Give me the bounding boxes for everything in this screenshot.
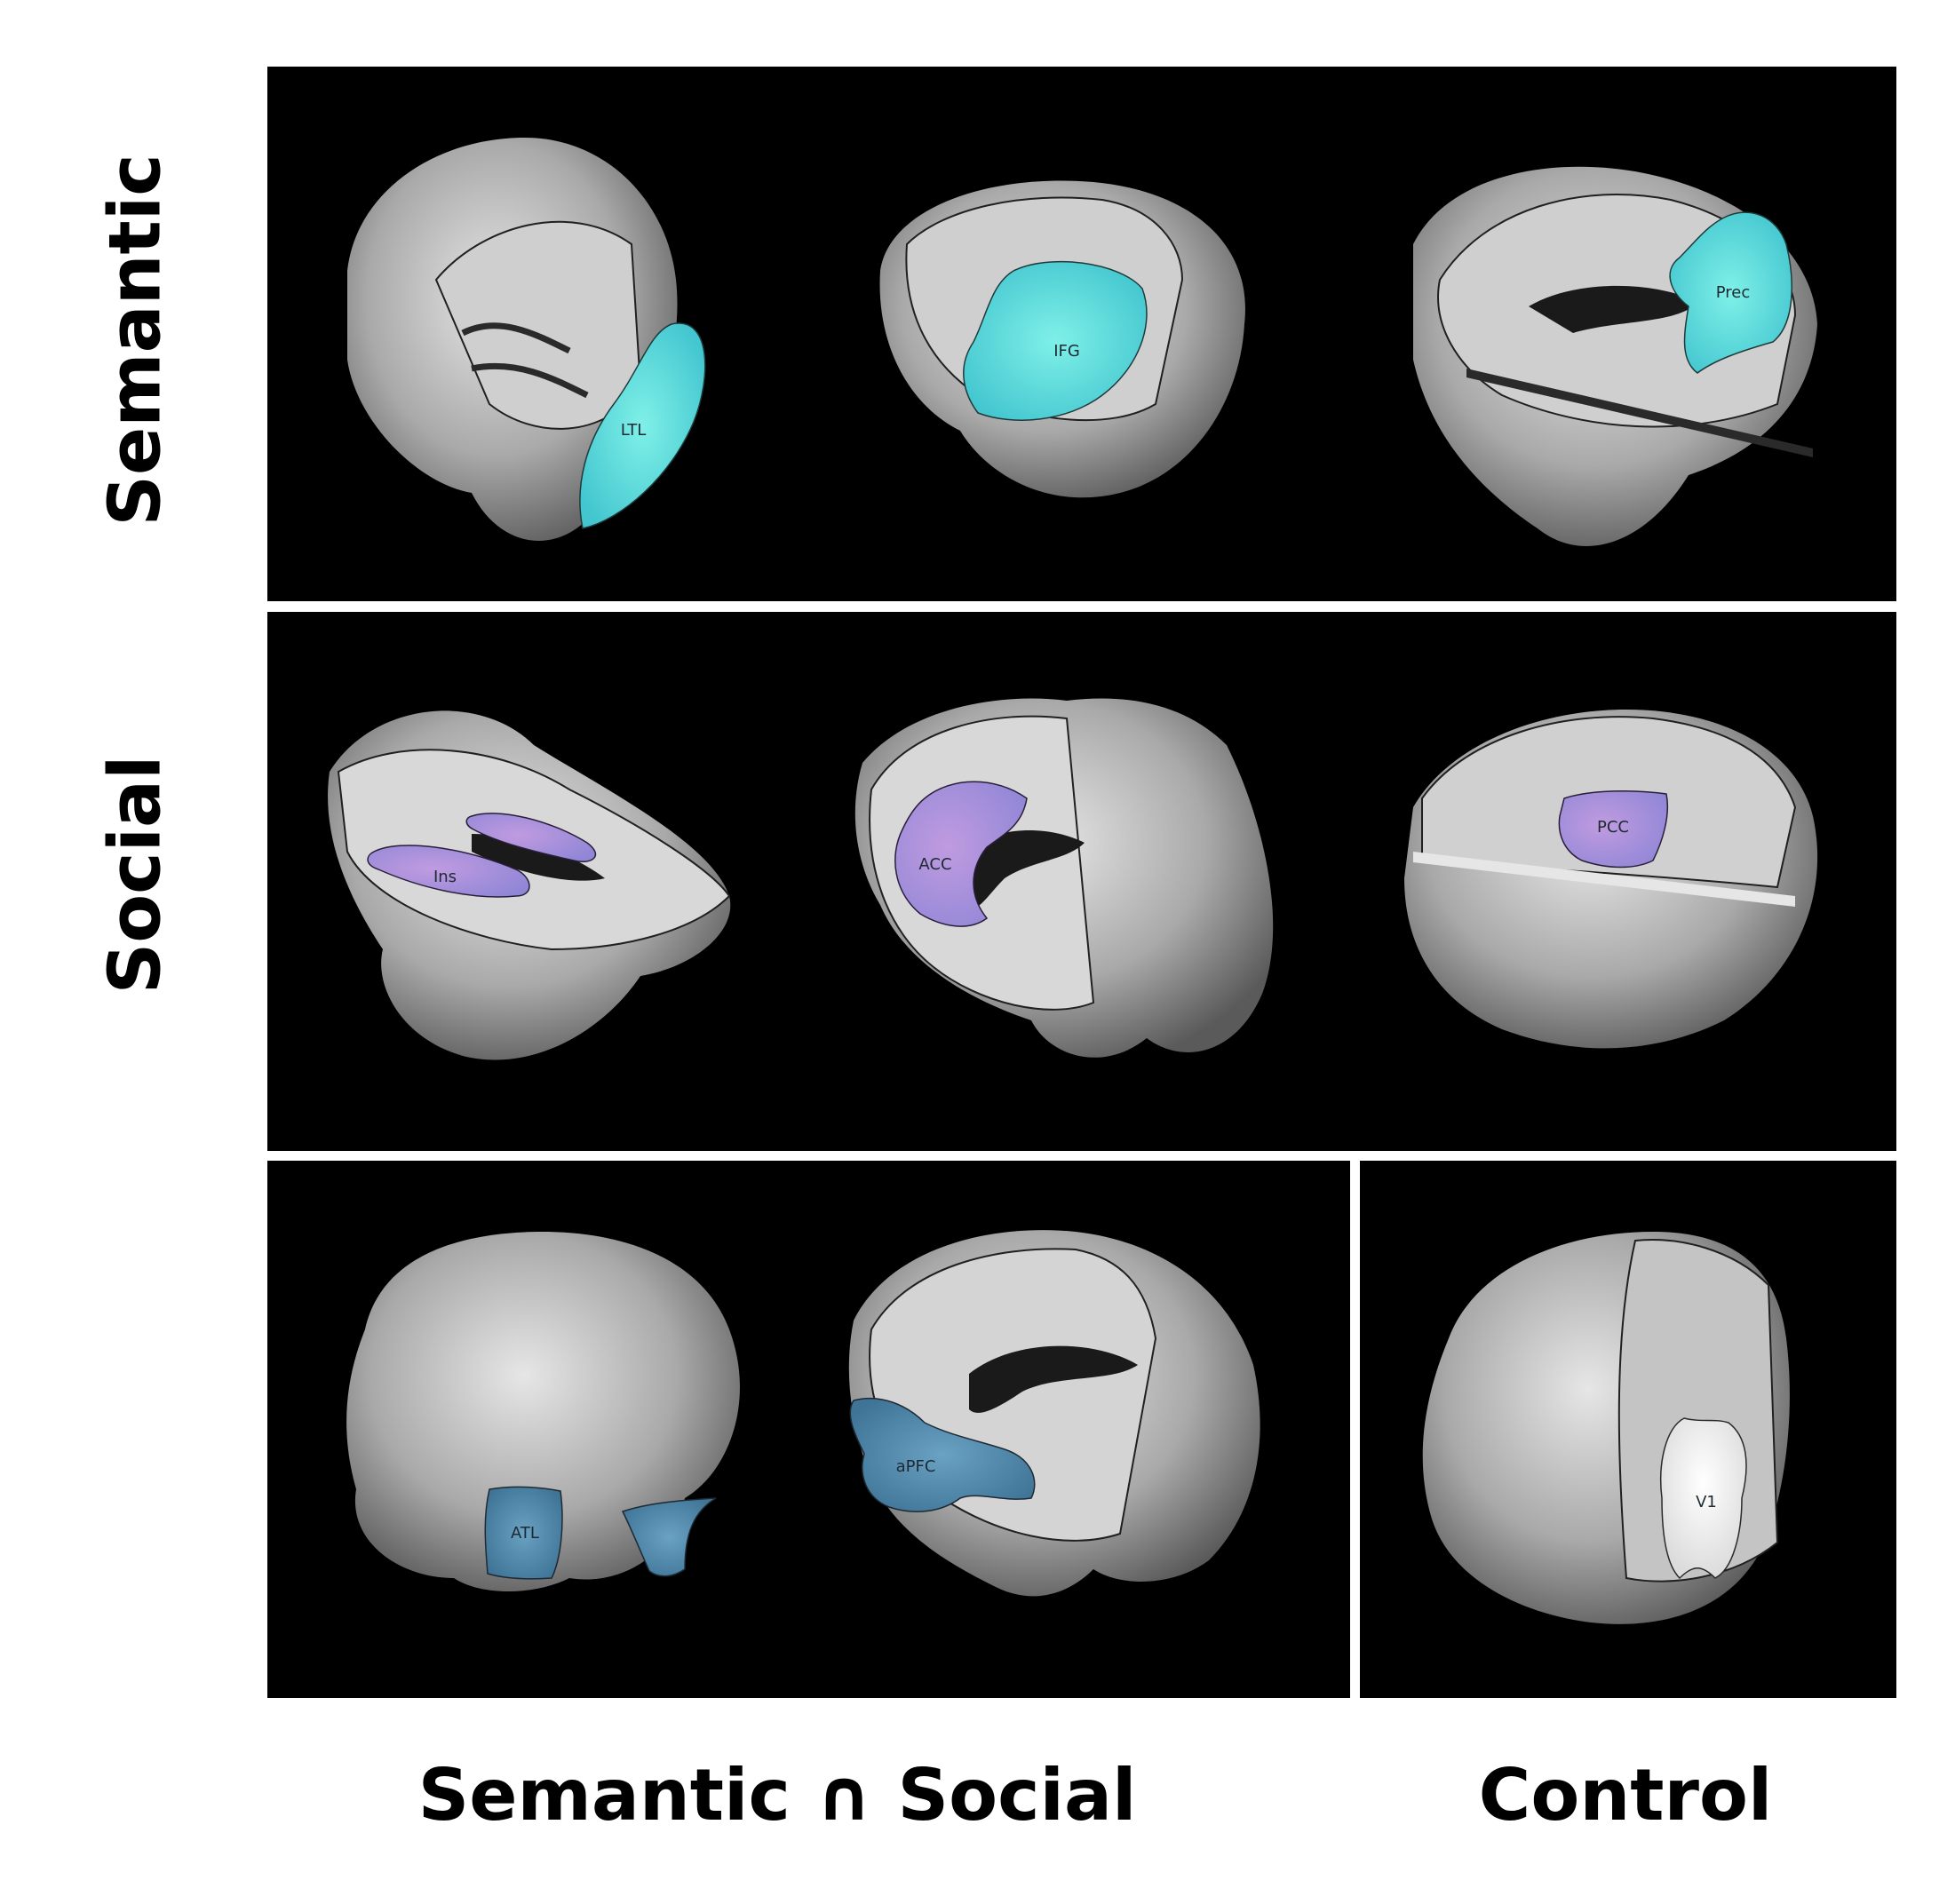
brain-frontal-view [346,1232,740,1591]
column-label-intersection: Semantic ∩ Social [417,1754,1137,1837]
region-ins: Ins [367,813,597,898]
brain-medial-view [848,1230,1260,1597]
region-label-acc: ACC [918,855,951,874]
region-ltl: LTL [579,322,706,529]
brain-lateral-cut [1404,710,1818,1049]
region-prec: Prec [1669,211,1792,374]
panel-control: V1 [1360,1161,1896,1698]
region-ifg: IFG [963,260,1148,421]
social-brains: Ins ACC PCC [328,698,1818,1060]
region-label-v1: V1 [1696,1493,1717,1511]
semantic-brains: LTL IFG Prec [347,138,1817,546]
region-label-ins: Ins [433,868,457,886]
panel-semantic: LTL IFG Prec [267,67,1896,601]
region-label-pcc: PCC [1597,818,1629,837]
intersection-brains: ATL aPFC [346,1230,1260,1597]
region-label-atl: ATL [511,1524,539,1543]
region-v1: V1 [1659,1417,1747,1580]
region-apfc: aPFC [849,1397,1036,1512]
control-brain: V1 [1422,1232,1790,1624]
region-label-ltl: LTL [621,421,647,440]
panel-intersection: ATL aPFC [267,1161,1350,1698]
region-ins-second [465,813,597,862]
region-acc: ACC [894,781,1028,927]
panel-social: Ins ACC PCC [267,612,1896,1151]
column-label-control: Control [1478,1754,1773,1837]
region-atl-right [621,1497,717,1577]
region-pcc: PCC [1558,790,1669,869]
region-label-prec: Prec [1716,283,1751,302]
region-atl: ATL [484,1486,717,1580]
row-label-semantic: Semantic [93,154,177,527]
region-label-apfc: aPFC [896,1457,936,1476]
region-label-ifg: IFG [1053,342,1080,361]
row-label-social: Social [93,755,177,995]
